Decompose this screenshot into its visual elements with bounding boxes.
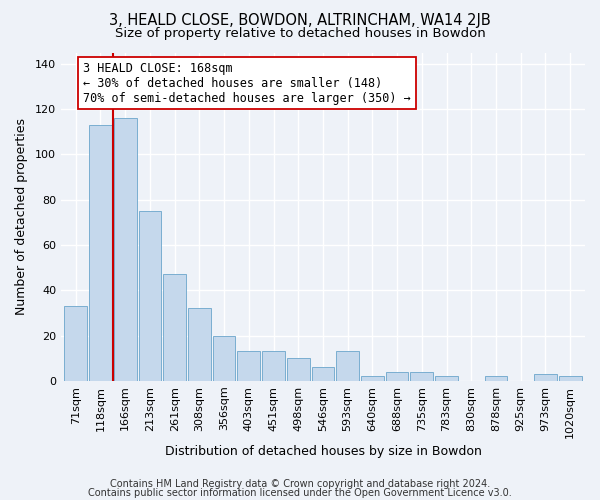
Bar	[238, 352, 260, 381]
Text: Size of property relative to detached houses in Bowdon: Size of property relative to detached ho…	[115, 28, 485, 40]
Bar	[534, 374, 557, 381]
Bar	[386, 372, 409, 381]
Bar	[114, 118, 137, 381]
Text: Contains HM Land Registry data © Crown copyright and database right 2024.: Contains HM Land Registry data © Crown c…	[110, 479, 490, 489]
Bar	[64, 306, 87, 381]
Bar	[485, 376, 508, 381]
Text: 3, HEALD CLOSE, BOWDON, ALTRINCHAM, WA14 2JB: 3, HEALD CLOSE, BOWDON, ALTRINCHAM, WA14…	[109, 12, 491, 28]
Bar	[311, 367, 334, 381]
Text: 3 HEALD CLOSE: 168sqm
← 30% of detached houses are smaller (148)
70% of semi-det: 3 HEALD CLOSE: 168sqm ← 30% of detached …	[83, 62, 411, 104]
Bar	[139, 211, 161, 381]
Bar	[361, 376, 384, 381]
Text: Contains public sector information licensed under the Open Government Licence v3: Contains public sector information licen…	[88, 488, 512, 498]
Bar	[163, 274, 186, 381]
Bar	[287, 358, 310, 381]
Bar	[188, 308, 211, 381]
Y-axis label: Number of detached properties: Number of detached properties	[15, 118, 28, 315]
Bar	[435, 376, 458, 381]
Bar	[410, 372, 433, 381]
Bar	[213, 336, 235, 381]
Bar	[262, 352, 285, 381]
Bar	[559, 376, 581, 381]
X-axis label: Distribution of detached houses by size in Bowdon: Distribution of detached houses by size …	[164, 444, 481, 458]
Bar	[89, 125, 112, 381]
Bar	[337, 352, 359, 381]
